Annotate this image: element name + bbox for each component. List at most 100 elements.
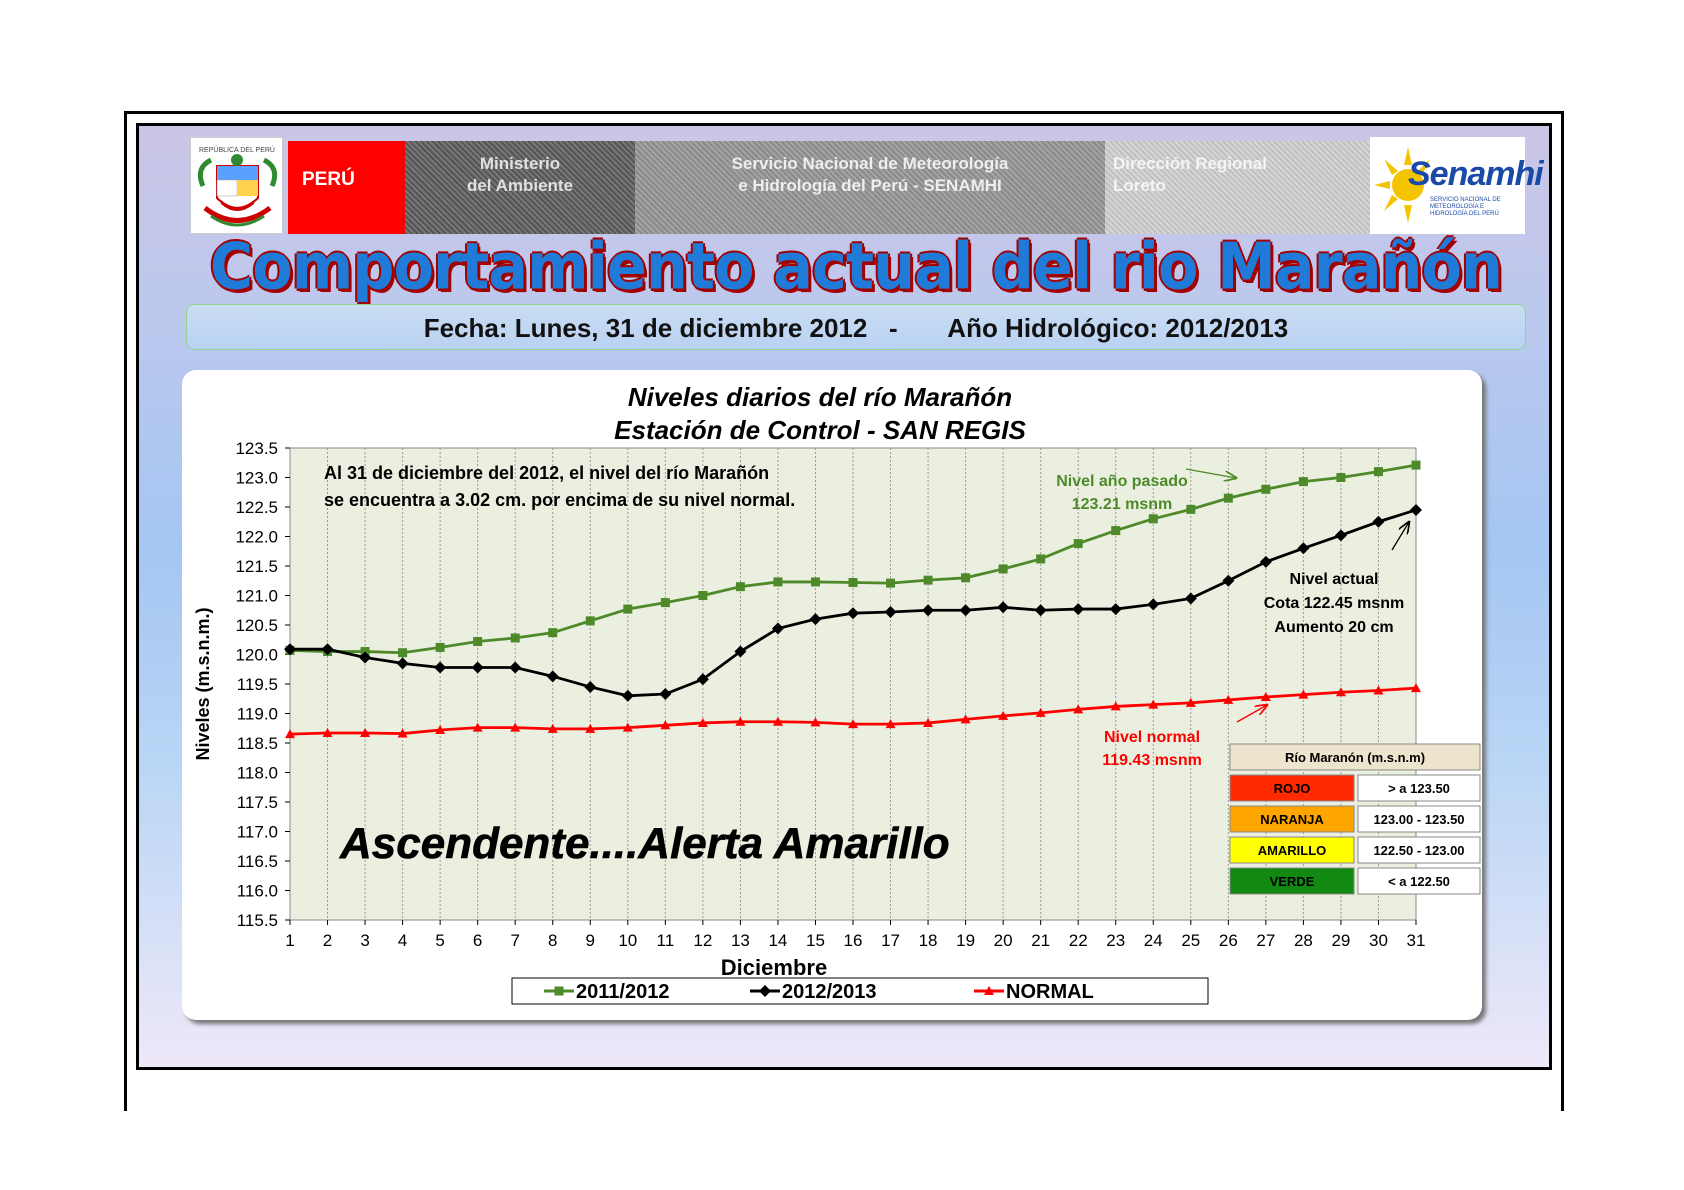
chart-title-line2: Estación de Control - SAN REGIS xyxy=(614,415,1026,445)
alert-range-cell xyxy=(1357,774,1481,802)
annotation-prev-line2: 123.21 msnm xyxy=(1072,496,1173,513)
series-point xyxy=(1073,704,1084,714)
series-point xyxy=(771,622,784,635)
series-point xyxy=(1373,685,1384,695)
y-tick-label: 121.0 xyxy=(235,587,278,606)
series-point xyxy=(1335,687,1346,697)
series-point xyxy=(1372,515,1385,528)
series-point xyxy=(585,723,596,733)
alert-color-cell xyxy=(1229,805,1355,833)
y-tick-label: 119.0 xyxy=(237,705,278,724)
series-point xyxy=(284,643,296,656)
series-point xyxy=(884,606,897,619)
series-point xyxy=(622,722,633,732)
ministerio-box: Ministerio del Ambiente xyxy=(405,141,635,234)
legend-label: 2011/2012 xyxy=(576,981,669,1003)
alert-table-header: Río Maranón (m.s.n.m) xyxy=(1285,750,1425,765)
direccion-line1: Dirección Regional xyxy=(1113,154,1267,173)
x-tick-label: 22 xyxy=(1069,931,1088,950)
series-point xyxy=(1261,484,1271,494)
series-point xyxy=(997,601,1010,614)
annotation-normal-line2: 119.43 msnm xyxy=(1102,752,1202,769)
series-point xyxy=(923,575,933,585)
peru-label: PERÚ xyxy=(302,169,355,190)
peru-crest: REPÚBLICA DEL PERÚ xyxy=(190,137,283,234)
series-point xyxy=(548,628,558,638)
x-tick-label: 13 xyxy=(731,931,750,950)
annotation-main-line1: Al 31 de diciembre del 2012, el nivel de… xyxy=(324,463,769,483)
logo-subtext: SERVICIO NACIONAL DE METEOROLOGÍA E HIDR… xyxy=(1430,197,1501,217)
series-point xyxy=(546,670,559,683)
series-point xyxy=(1373,467,1383,477)
series-point xyxy=(960,714,971,724)
y-tick-label: 116.0 xyxy=(237,882,278,901)
x-tick-label: 9 xyxy=(586,931,595,950)
y-tick-label: 119.5 xyxy=(237,675,278,694)
legend-label: 2012/2013 xyxy=(782,981,877,1003)
series-point xyxy=(810,717,821,727)
series-point xyxy=(360,727,371,737)
x-tick-label: 31 xyxy=(1407,931,1426,950)
x-tick-label: 4 xyxy=(398,931,407,950)
series-point xyxy=(472,722,483,732)
series-point xyxy=(623,604,633,614)
series-point xyxy=(923,717,934,727)
series-layer xyxy=(284,460,1422,739)
series-point xyxy=(398,648,408,658)
series-point xyxy=(1036,554,1046,564)
annotation-current-line1: Nivel actual xyxy=(1290,571,1379,588)
x-tick-label: 8 xyxy=(548,931,557,950)
series-point xyxy=(322,727,333,737)
series-point xyxy=(959,604,972,617)
alert-range-cell xyxy=(1357,805,1481,833)
x-tick-label: 15 xyxy=(806,931,825,950)
y-axis: 115.5 116.0 116.5 117.0 117.5 118.0 118.5 119.0… xyxy=(235,439,290,930)
series-point xyxy=(434,661,447,674)
series-point xyxy=(759,985,771,997)
series-point xyxy=(697,717,708,727)
logo-word: Senamhi xyxy=(1408,155,1544,193)
series-point xyxy=(848,578,858,588)
series-point xyxy=(285,729,295,739)
series-point xyxy=(735,582,745,592)
series-point xyxy=(886,578,896,588)
series-point xyxy=(510,633,520,643)
x-tick-label: 23 xyxy=(1106,931,1125,950)
x-tick-label: 1 xyxy=(285,931,294,950)
x-tick-label: 29 xyxy=(1331,931,1350,950)
direccion-box: Dirección Regional Loreto xyxy=(1105,141,1370,234)
ministerio-line2: del Ambiente xyxy=(466,176,574,195)
x-tick-label: 20 xyxy=(994,931,1013,950)
x-tick-label: 28 xyxy=(1294,931,1313,950)
series-point xyxy=(1411,460,1421,470)
x-tick-label: 14 xyxy=(768,931,787,950)
x-tick-label: 30 xyxy=(1369,931,1388,950)
coat-of-arms-icon: REPÚBLICA DEL PERÚ xyxy=(197,145,278,227)
series-point xyxy=(1148,514,1158,524)
annotation-main-line2: se encuentra a 3.02 cm. por encima de su… xyxy=(324,490,795,510)
series-point xyxy=(1334,529,1347,542)
alert-color-cell xyxy=(1229,836,1355,864)
date-line: Fecha: Lunes, 31 de diciembre 2012 - Año… xyxy=(186,304,1526,350)
x-tick-label: 25 xyxy=(1181,931,1200,950)
alert-level-table: Río Maranón (m.s.n.m) ROJO > a 123.50 NARA… xyxy=(1229,743,1481,895)
x-tick-label: 2 xyxy=(323,931,332,950)
annotation-prev-line1: Nivel año pasado xyxy=(1056,473,1188,490)
servicio-line1: Servicio Nacional de Meteorología xyxy=(731,154,1009,173)
x-tick-label: 27 xyxy=(1256,931,1275,950)
chart-title-line1: Niveles diarios del río Marañón xyxy=(628,382,1012,412)
alert-status-text: Ascendente....Alerta Amarillo xyxy=(339,819,950,868)
series-point xyxy=(1260,691,1271,701)
series-point xyxy=(471,661,484,674)
series-point xyxy=(1035,707,1046,717)
y-tick-label: 120.0 xyxy=(235,646,278,665)
chart-panel: Niveles diarios del río Marañón Estación… xyxy=(182,370,1482,1020)
series-point xyxy=(659,688,672,701)
y-tick-label: 117.5 xyxy=(237,793,278,812)
y-tick-label: 123.5 xyxy=(235,439,278,458)
y-tick-label: 122.0 xyxy=(235,528,278,547)
series-2011-2012 xyxy=(285,460,1421,658)
legend-box xyxy=(511,977,1209,1005)
series-point xyxy=(509,661,522,674)
series-point xyxy=(1298,689,1309,699)
